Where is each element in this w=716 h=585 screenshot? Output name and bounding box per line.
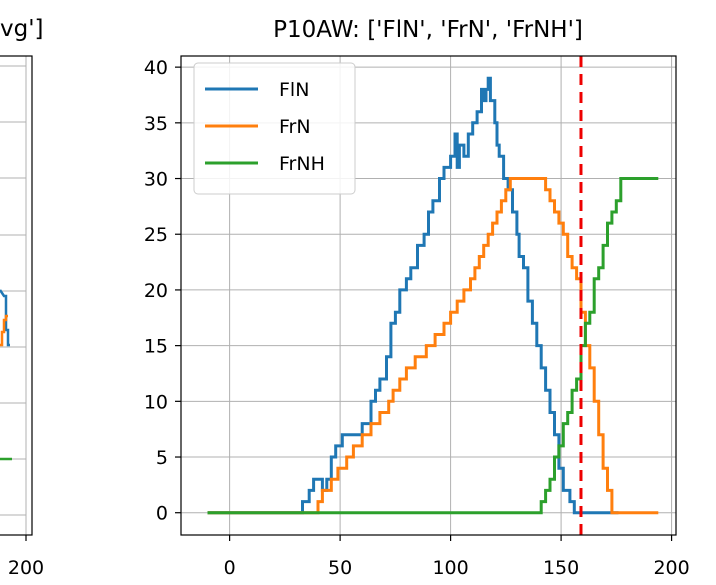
y-tick-label: 10 <box>144 391 168 413</box>
y-tick-label: 0 <box>156 503 168 525</box>
legend: FlN FrN FrNH <box>193 62 356 195</box>
x-tick-label: 50 <box>328 557 352 579</box>
left-series-blue-fragment <box>0 289 10 347</box>
legend-box <box>193 62 356 195</box>
left-series-orange-fragment <box>0 314 8 347</box>
x-tick-label: 150 <box>543 557 579 579</box>
tick-layer: 0 50 100 150 200 0 5 10 15 20 25 30 35 40 <box>144 57 690 579</box>
legend-label-frn: FrN <box>279 116 311 138</box>
y-tick-label: 20 <box>144 280 168 302</box>
y-tick-label: 15 <box>144 336 168 358</box>
chart-title: P10AW: ['FlN', 'FrN', 'FrNH'] <box>273 17 583 43</box>
left-panel-x-tick-label: 200 <box>8 557 44 579</box>
y-tick-label: 35 <box>144 113 168 135</box>
x-tick-label: 200 <box>653 557 689 579</box>
legend-items: FlN FrN FrNH <box>205 79 325 175</box>
x-tick-label: 100 <box>432 557 468 579</box>
legend-label-frnh: FrNH <box>279 153 325 175</box>
series-line-fln <box>207 76 619 515</box>
legend-label-fln: FlN <box>279 79 309 101</box>
y-tick-label: 40 <box>144 57 168 79</box>
left-panel-title-fragment: vg'] <box>0 16 44 42</box>
left-panel: vg'] 200 <box>0 16 44 579</box>
y-tick-label: 25 <box>144 224 168 246</box>
y-tick-label: 5 <box>156 447 168 469</box>
plot-frame <box>180 55 677 536</box>
x-tick-label: 0 <box>224 557 236 579</box>
left-panel-frame <box>0 55 33 536</box>
y-tick-label: 30 <box>144 169 168 191</box>
chart-main: P10AW: ['FlN', 'FrN', 'FrNH'] 0 50 100 150 2… <box>144 17 690 579</box>
